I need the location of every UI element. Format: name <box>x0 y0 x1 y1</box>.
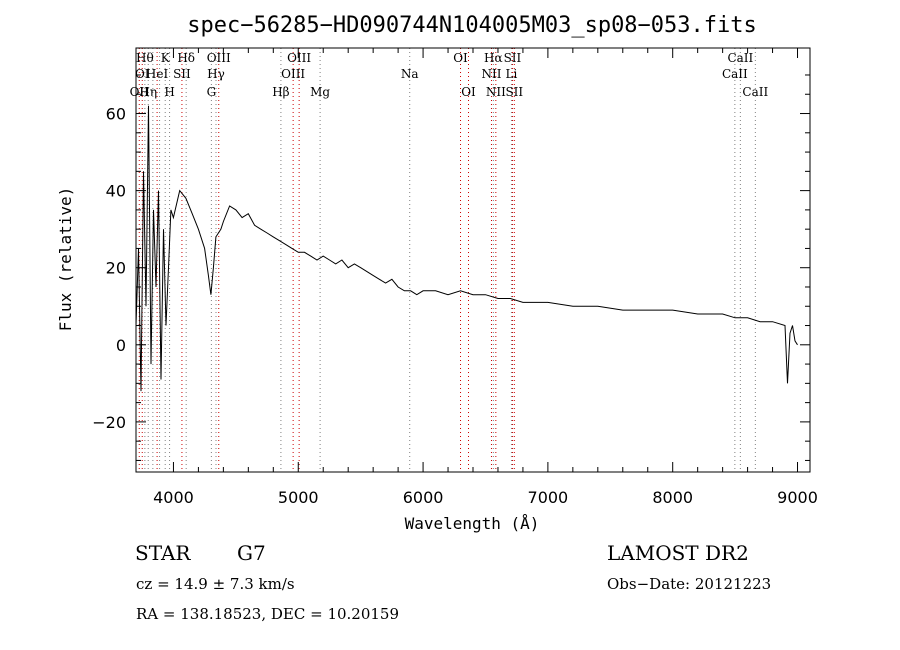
line-label: Mg <box>310 85 330 99</box>
chart-title: spec−56285−HD090744N104005M03_sp08−053.f… <box>187 13 757 38</box>
line-label: G <box>207 85 217 99</box>
line-label: K <box>161 51 171 65</box>
flux-line <box>135 105 798 392</box>
line-label: NII <box>486 85 506 99</box>
x-axis-label: Wavelength (Å) <box>405 514 540 533</box>
line-label: Hγ <box>207 67 225 81</box>
y-tick-label: 20 <box>106 259 126 278</box>
line-label: OIII <box>281 67 305 81</box>
line-label: SII <box>173 67 191 81</box>
x-axis: 4000 5000 6000 7000 8000 9000 <box>153 48 818 507</box>
coordinates: RA = 138.18523, DEC = 10.20159 <box>136 605 400 623</box>
line-label: SII <box>505 85 523 99</box>
y-tick-label: 60 <box>106 105 126 124</box>
object-class: STAR <box>135 541 191 565</box>
object-subclass: G7 <box>237 541 266 565</box>
line-markers <box>138 48 756 472</box>
line-label: Li <box>506 67 518 81</box>
line-label: HeI <box>146 67 169 81</box>
y-tick-label: 0 <box>116 336 126 355</box>
x-tick-label: 4000 <box>153 488 194 507</box>
line-label: NII <box>481 67 501 81</box>
observation-date: Obs−Date: 20121223 <box>607 575 772 593</box>
y-axis-label: Flux (relative) <box>56 187 75 332</box>
line-labels: OII OI Hθ Hη HeI K H SII Hδ G Hγ OIII Hβ OIII OIII Mg Na… <box>130 51 769 99</box>
line-label: CaII <box>742 85 768 99</box>
line-label: CaII <box>722 67 748 81</box>
line-label: OI <box>135 67 150 81</box>
line-label: SII <box>504 51 522 65</box>
x-tick-label: 6000 <box>403 488 444 507</box>
line-label: Hβ <box>272 85 289 99</box>
line-label: OI <box>461 85 476 99</box>
line-label: OI <box>453 51 468 65</box>
line-label: Hη <box>139 85 157 99</box>
y-tick-label: −20 <box>92 413 126 432</box>
line-label: Hθ <box>136 51 154 65</box>
line-label: OIII <box>207 51 231 65</box>
line-label: CaII <box>727 51 753 65</box>
spectrum-chart: spec−56285−HD090744N104005M03_sp08−053.f… <box>56 13 818 533</box>
line-label: OIII <box>287 51 311 65</box>
line-label: H <box>164 85 174 99</box>
line-label: Hδ <box>177 51 195 65</box>
y-axis: −20 0 20 40 60 <box>92 74 810 461</box>
line-label: Na <box>401 67 419 81</box>
x-tick-label: 9000 <box>777 488 818 507</box>
x-tick-label: 5000 <box>278 488 319 507</box>
x-tick-label: 7000 <box>528 488 569 507</box>
x-tick-label: 8000 <box>652 488 693 507</box>
redshift-cz: cz = 14.9 ± 7.3 km/s <box>136 575 295 593</box>
y-tick-label: 40 <box>106 182 126 201</box>
line-label: Hα <box>484 51 503 65</box>
plot-frame <box>135 47 811 473</box>
survey-name: LAMOST DR2 <box>607 541 749 565</box>
line-label: OII <box>130 85 150 99</box>
